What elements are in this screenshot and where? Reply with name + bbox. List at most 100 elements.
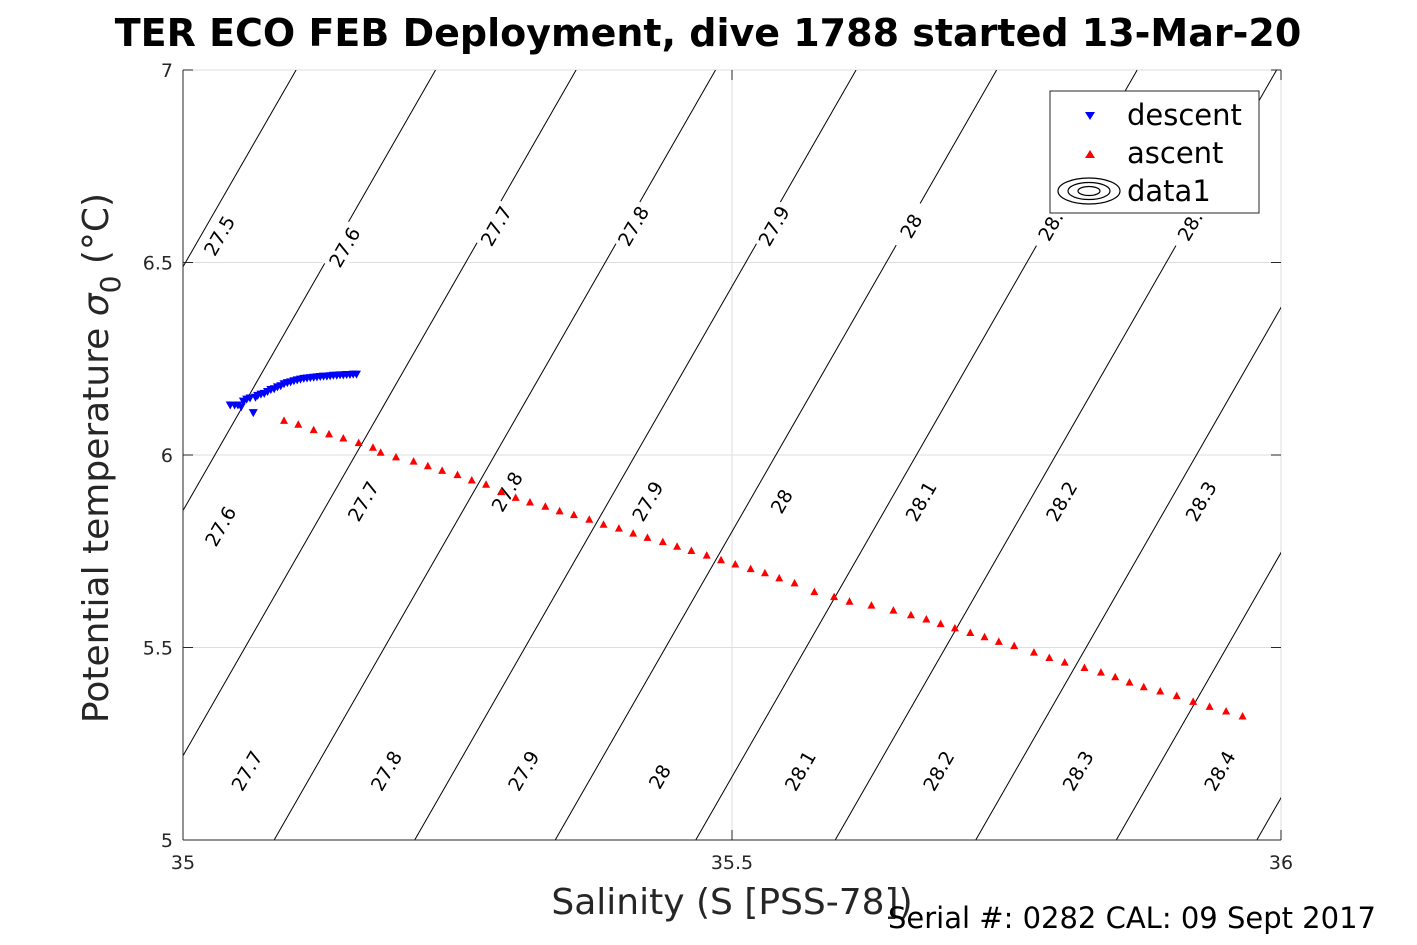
ascent-marker — [1189, 697, 1198, 705]
ascent-marker — [673, 542, 682, 550]
contour-label-bg — [1055, 743, 1101, 798]
y-axis-label-subscript: 0 — [94, 276, 127, 294]
contour-label-bg — [898, 474, 944, 528]
contour-label-bg — [197, 499, 243, 554]
legend-data1-label: data1 — [1127, 174, 1211, 208]
isopycnal-line — [975, 306, 1281, 840]
contour-label-bg — [916, 743, 961, 798]
ascent-marker — [294, 420, 303, 428]
contour-label-bg — [751, 199, 797, 253]
ascent-marker — [830, 592, 839, 601]
y-tick-label: 6.5 — [143, 253, 173, 275]
ascent-marker — [1029, 648, 1038, 656]
legend-ascent-label: ascent — [1127, 136, 1223, 170]
serial-calibration-text: Serial #: 0282 CAL: 09 Sept 2017 — [888, 901, 1376, 935]
ascent-marker — [1010, 641, 1019, 650]
ascent-marker — [614, 524, 623, 532]
ascent-marker — [392, 452, 401, 461]
ascent-marker — [569, 510, 578, 519]
ascent-marker — [994, 637, 1003, 645]
ascent-marker — [309, 425, 318, 434]
ascent-marker — [687, 546, 696, 554]
ascent-marker — [525, 497, 534, 506]
ascent-marker — [1096, 668, 1105, 676]
ascent-marker — [980, 632, 989, 641]
ascent-marker — [1125, 678, 1134, 686]
contour-label-bg — [322, 220, 367, 274]
ascent-marker — [966, 628, 975, 636]
isopycnal-line — [273, 70, 716, 840]
ascent-marker — [702, 551, 711, 559]
ascent-marker — [368, 443, 377, 451]
ascent-marker — [511, 493, 520, 501]
ascent-marker — [1111, 672, 1120, 681]
y-axis-label: Potential temperature σ0 (°C) — [76, 193, 127, 723]
legend-ascent-marker — [1085, 150, 1095, 158]
ascent-marker — [585, 515, 594, 523]
ascent-marker — [1045, 653, 1054, 662]
ascent-marker — [423, 461, 432, 470]
descent-marker — [351, 370, 361, 379]
legend-descent-marker — [1085, 112, 1095, 120]
ascent-marker — [775, 573, 784, 582]
contour-label-bg — [637, 749, 682, 804]
ascent-marker — [409, 457, 418, 465]
ascent-marker — [1156, 687, 1165, 695]
y-tick-label: 5 — [161, 830, 173, 852]
contour-label-bg — [625, 474, 670, 528]
ascent-marker — [717, 555, 726, 564]
ascent-marker — [354, 438, 363, 447]
x-tick-label: 35 — [171, 852, 195, 874]
data-series — [225, 370, 1247, 720]
legend-descent-label: descent — [1127, 98, 1242, 132]
contour-label-bg — [501, 743, 546, 798]
ascent-marker — [810, 587, 819, 596]
ascent-marker — [467, 476, 476, 484]
y-axis-label-unit: (°C) — [76, 193, 117, 276]
legend: descent ascent data1 — [1049, 90, 1260, 214]
contour-label-bg — [888, 199, 934, 253]
ascent-marker — [760, 568, 769, 577]
isopycnal-line — [414, 70, 857, 840]
ascent-marker — [438, 466, 447, 474]
contour-label-bg — [777, 743, 823, 798]
x-tick-label: 36 — [1269, 852, 1293, 874]
ascent-marker — [555, 506, 564, 515]
ascent-marker — [906, 610, 915, 619]
ascent-marker — [1205, 702, 1214, 710]
ascent-marker — [280, 416, 289, 424]
ascent-marker — [1172, 691, 1181, 700]
isopycnal-line — [183, 70, 577, 757]
ascent-marker — [599, 520, 608, 528]
contour-label-bg — [224, 743, 270, 798]
y-axis-label-sigma: σ — [76, 292, 117, 316]
y-tick-label: 6 — [161, 445, 173, 467]
contour-label-bg — [1178, 474, 1224, 528]
ascent-marker — [339, 434, 348, 442]
contour-label-bg — [1039, 474, 1084, 528]
ascent-marker — [482, 480, 491, 488]
ascent-marker — [790, 578, 799, 587]
chart-title: TER ECO FEB Deployment, dive 1788 starte… — [115, 11, 1302, 55]
ascent-marker — [497, 487, 506, 496]
isopycnal-contours — [183, 70, 1281, 840]
ascent-marker — [1060, 658, 1069, 666]
y-tick-label: 5.5 — [143, 638, 173, 660]
ascent-marker — [936, 619, 945, 628]
ascent-marker — [867, 601, 876, 609]
contour-label-bg — [610, 199, 656, 253]
y-tick-label: 7 — [161, 60, 173, 82]
legend-box — [1049, 90, 1260, 214]
legend-contour-icon — [1057, 177, 1121, 205]
ascent-marker — [643, 533, 652, 541]
descent-marker — [248, 409, 258, 418]
contour-label-bg — [473, 199, 519, 253]
contour-label-bg — [759, 474, 804, 528]
ascent-marker — [325, 429, 334, 438]
contour-label-bg — [363, 743, 409, 798]
isopycnal-line — [1115, 551, 1281, 840]
ascent-marker — [629, 529, 638, 537]
x-tick-label: 35.5 — [711, 852, 753, 874]
descent-marker — [245, 394, 255, 403]
